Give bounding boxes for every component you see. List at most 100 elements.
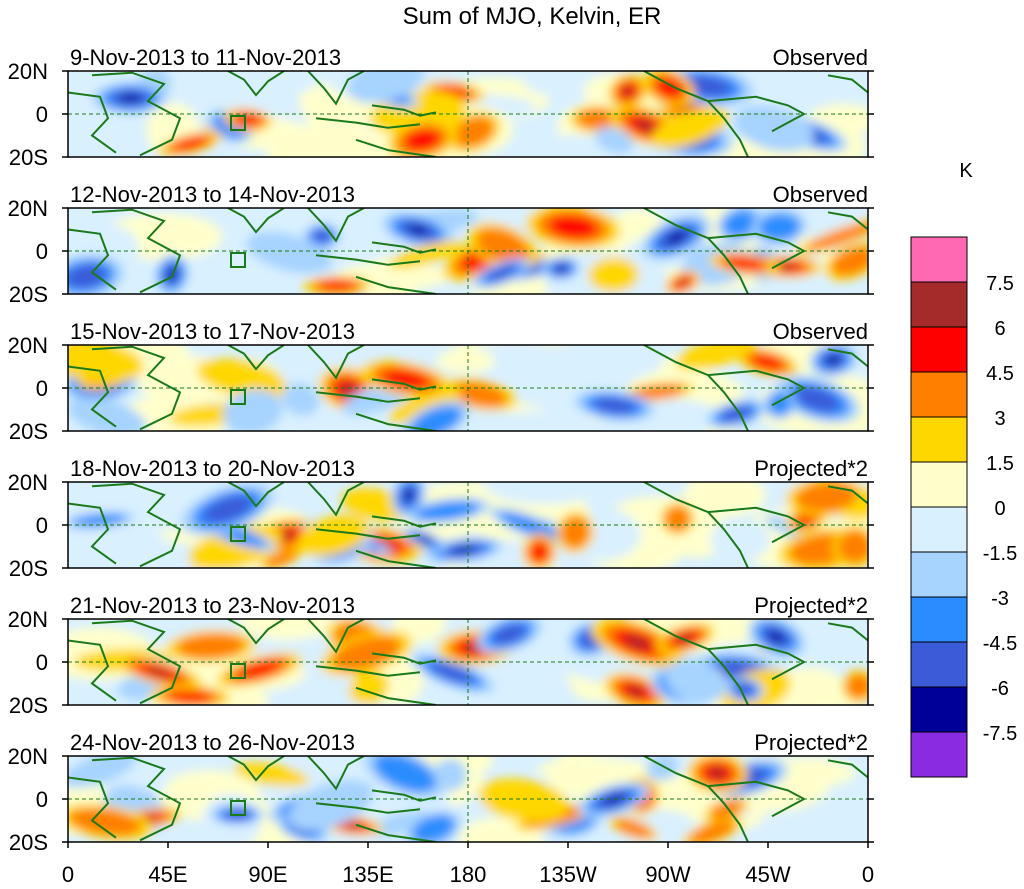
anomaly-contour <box>367 810 431 837</box>
anomaly-contour <box>615 819 653 838</box>
map-panel: 20N 0 20S 9-Nov-2013 to 11-Nov-2013 Observed <box>8 45 874 170</box>
lon-tick-label: 90W <box>645 862 690 887</box>
anomaly-contour <box>72 513 127 527</box>
colorbar-swatches <box>910 236 968 778</box>
anomaly-contour <box>795 386 840 412</box>
anomaly-contour <box>492 624 526 645</box>
anomaly-contour <box>236 660 282 679</box>
coastline <box>227 71 285 97</box>
anomaly-contour <box>246 232 333 274</box>
coastline <box>91 345 182 431</box>
coastline <box>707 780 807 818</box>
coastline <box>643 482 749 568</box>
anomaly-contour <box>733 105 815 152</box>
anomaly-contour <box>595 126 634 154</box>
anomaly-contour <box>806 222 868 251</box>
colorbar: K 7.5 6 4.5 3 1.5 0 -1.5 -3 -4.5 -6 -7.5 <box>910 160 1017 778</box>
anomaly-contour <box>837 530 868 564</box>
anomaly-contour <box>223 389 283 431</box>
lon-tick-label: 135W <box>539 862 597 887</box>
coastline <box>827 485 868 505</box>
anomaly-contour <box>389 387 462 423</box>
anomaly-contour <box>593 397 636 414</box>
lat-tick-label: 20N <box>8 607 48 632</box>
region-box <box>230 800 246 816</box>
coastline <box>91 208 182 294</box>
lat-tick-label: 0 <box>36 376 48 401</box>
panel-status-label: Projected*2 <box>754 730 868 755</box>
lon-tick-label: 45E <box>148 862 187 887</box>
colorbar-label: -6 <box>991 678 1009 700</box>
panel-date-range: 15-Nov-2013 to 17-Nov-2013 <box>70 319 355 344</box>
coastlines <box>68 71 868 157</box>
anomaly-contour <box>758 213 801 241</box>
anomaly-contour <box>548 215 598 239</box>
region-box <box>230 252 246 268</box>
anomaly-contour <box>404 129 441 151</box>
anomaly-contour <box>282 383 320 416</box>
coastline <box>355 138 437 157</box>
panel-date-range: 12-Nov-2013 to 14-Nov-2013 <box>70 182 355 207</box>
anomaly-contour <box>726 257 763 270</box>
map-panels: 20N 0 20S 9-Nov-2013 to 11-Nov-2013 Observed… <box>8 45 874 855</box>
lon-tick-label: 180 <box>450 862 487 887</box>
panel-date-range: 21-Nov-2013 to 23-Nov-2013 <box>70 593 355 618</box>
anomaly-patch <box>68 103 124 145</box>
anomaly-contour <box>69 808 142 836</box>
anomaly-contour <box>407 225 428 235</box>
map-panel: 20N 0 20S 21-Nov-2013 to 23-Nov-2013 Project… <box>8 593 874 718</box>
colorbar-swatch <box>910 686 968 733</box>
panel-status-label: Projected*2 <box>754 593 868 618</box>
coastline <box>707 643 807 681</box>
anomaly-contour <box>675 345 755 371</box>
anomaly-contour <box>347 71 425 104</box>
colorbar-label: 0 <box>994 498 1005 520</box>
anomaly-contour <box>312 229 332 244</box>
anomaly-contour <box>339 382 357 396</box>
anomaly-contour <box>664 658 727 704</box>
anomaly-contour <box>530 542 549 562</box>
coastline <box>227 756 285 782</box>
colorbar-labels: 7.5 6 4.5 3 1.5 0 -1.5 -3 -4.5 -6 -7.5 <box>983 273 1017 745</box>
coastline <box>307 482 365 517</box>
panel-date-range: 24-Nov-2013 to 26-Nov-2013 <box>70 730 355 755</box>
panel-date-range: 9-Nov-2013 to 11-Nov-2013 <box>70 45 341 70</box>
coastline <box>307 345 365 380</box>
anomaly-contour <box>651 107 729 149</box>
anomaly-contour <box>451 381 508 408</box>
coastline <box>315 802 421 814</box>
anomaly-contour <box>119 93 142 103</box>
anomaly-contour <box>679 103 696 110</box>
coastline <box>315 528 421 540</box>
lat-tick-label: 20S <box>9 556 48 581</box>
anomaly-contour <box>478 778 569 822</box>
colorbar-swatch <box>910 371 968 418</box>
coastline <box>355 275 437 294</box>
coastline <box>643 619 749 705</box>
coastline <box>643 756 749 842</box>
coastline <box>355 686 437 705</box>
coastline <box>307 71 365 106</box>
lon-tick-label: 0 <box>862 862 874 887</box>
lat-tick-label: 20S <box>9 145 48 170</box>
anomaly-contour <box>234 762 309 787</box>
coastline <box>643 345 749 431</box>
lat-tick-label: 20S <box>9 830 48 855</box>
anomaly-contour <box>373 756 437 793</box>
anomaly-contour <box>452 546 475 554</box>
anomaly-contour <box>203 495 253 523</box>
colorbar-swatch <box>910 731 968 778</box>
colorbar-swatch <box>910 326 968 373</box>
anomaly-field <box>68 619 868 705</box>
lat-tick-label: 20N <box>8 470 48 495</box>
coastline <box>827 74 868 94</box>
coastline <box>827 759 868 779</box>
colorbar-label: -3 <box>991 588 1009 610</box>
colorbar-label: -7.5 <box>983 723 1017 745</box>
coastline <box>707 232 807 270</box>
lat-tick-label: 20S <box>9 419 48 444</box>
anomaly-contour <box>264 549 299 568</box>
coastline <box>91 482 182 568</box>
coastline <box>643 71 749 157</box>
